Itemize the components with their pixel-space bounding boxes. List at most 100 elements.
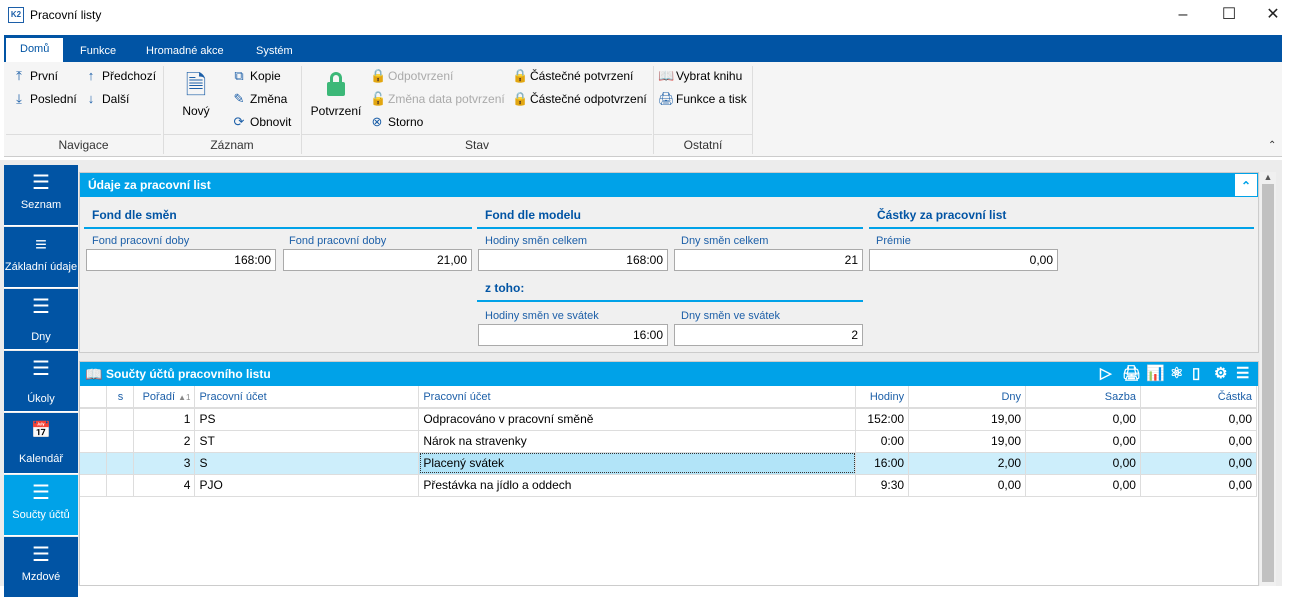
row-indicator[interactable] (80, 474, 108, 497)
header-sazba[interactable]: Sazba (1025, 386, 1141, 409)
cell-ucet-code[interactable]: PJO (194, 474, 420, 497)
row-indicator[interactable] (80, 430, 108, 453)
first-button[interactable]: ⤒ První (12, 68, 58, 84)
close-button[interactable]: ✕ (1266, 6, 1280, 23)
cell-castka[interactable]: 0,00 (1140, 452, 1258, 475)
cell-ucet-name[interactable]: Odpracováno v pracovní směně (418, 408, 857, 431)
cell-ucet-code[interactable]: ST (194, 430, 420, 453)
new-button[interactable]: 🗎 Nový (172, 70, 220, 118)
cell-sazba[interactable]: 0,00 (1025, 474, 1141, 497)
header-dny[interactable]: Dny (908, 386, 1027, 409)
play-icon[interactable]: ▷ (1100, 365, 1112, 382)
tab-hromadne-akce[interactable]: Hromadné akce (146, 45, 224, 57)
tab-domu[interactable]: Domů (6, 38, 64, 62)
cell-dny[interactable]: 0,00 (908, 474, 1027, 497)
cell-s[interactable] (106, 474, 135, 497)
tab-system[interactable]: Systém (256, 45, 293, 57)
sidebar-item-ukoly[interactable]: ☰ Úkoly (4, 351, 78, 412)
sidebar-item-kalendar[interactable]: 📅 Kalendář (4, 413, 78, 474)
last-button[interactable]: ⤓ Poslední (12, 91, 77, 107)
cell-hodiny[interactable]: 16:00 (855, 452, 910, 475)
cell-s[interactable] (106, 452, 135, 475)
header-pracovni-ucet-code[interactable]: Pracovní účet (194, 386, 420, 409)
cell-dny[interactable]: 19,00 (908, 430, 1027, 453)
cell-hodiny[interactable]: 152:00 (855, 408, 910, 431)
row-indicator[interactable] (80, 408, 108, 431)
cell-hodiny[interactable]: 9:30 (855, 474, 910, 497)
maximize-button[interactable]: ☐ (1221, 6, 1237, 23)
chart-icon[interactable]: 📊 (1146, 365, 1165, 382)
functions-print-button[interactable]: 🖨 Funkce a tisk (658, 91, 747, 107)
cell-poradi[interactable]: 1 (133, 408, 196, 431)
table-row[interactable]: 3 S Placený svátek 16:00 2,00 0,00 0,00 (80, 452, 1258, 475)
columns-icon[interactable]: ▯ (1192, 365, 1201, 382)
cell-poradi[interactable]: 2 (133, 430, 196, 453)
cell-castka[interactable]: 0,00 (1140, 430, 1258, 453)
cell-sazba[interactable]: 0,00 (1025, 408, 1141, 431)
cell-poradi[interactable]: 4 (133, 474, 196, 497)
header-pracovni-ucet-name[interactable]: Pracovní účet (418, 386, 857, 409)
partial-confirm-button[interactable]: 🔒 Částečné potvrzení (512, 68, 633, 84)
filter-icon[interactable]: ⚛ (1170, 365, 1184, 382)
cell-castka[interactable]: 0,00 (1140, 474, 1258, 497)
sidebar-item-dny[interactable]: ☰ Dny (4, 289, 78, 350)
dny-smen-celkem-field[interactable]: 21 (674, 249, 863, 271)
partial-unconfirm-button[interactable]: 🔒 Částečné odpotvrzení (512, 91, 647, 107)
sidebar-item-mzdove[interactable]: ☰ Mzdové (4, 537, 78, 598)
sidebar-item-soucty-uctu[interactable]: ☰ Součty účtů (4, 475, 78, 536)
hodiny-smen-celkem-field[interactable]: 168:00 (478, 249, 668, 271)
cell-ucet-name[interactable]: Placený svátek (418, 452, 857, 475)
cell-ucet-name[interactable]: Nárok na stravenky (418, 430, 857, 453)
vertical-scrollbar[interactable]: ▲ (1260, 172, 1276, 586)
refresh-button[interactable]: ⟳ Obnovit (232, 114, 292, 130)
storno-button[interactable]: ⊗ Storno (370, 114, 424, 130)
header-hodiny[interactable]: Hodiny (855, 386, 910, 409)
menu-icon[interactable]: ☰ (1236, 365, 1250, 382)
sidebar-item-zakladni-udaje[interactable]: ≡ Základní údaje (4, 227, 78, 288)
printer-icon: 🖨 (658, 91, 675, 106)
header-s[interactable]: s (106, 386, 135, 409)
printer-icon[interactable]: 🖨 (1122, 365, 1142, 382)
cell-sazba[interactable]: 0,00 (1025, 452, 1141, 475)
table-row[interactable]: 2 ST Nárok na stravenky 0:00 19,00 0,00 0,00 (80, 430, 1258, 453)
tab-funkce[interactable]: Funkce (80, 45, 117, 57)
outer-scrollbar[interactable] (1282, 35, 1296, 586)
scroll-up-icon[interactable]: ▲ (1263, 172, 1273, 182)
select-book-button[interactable]: 📖 Vybrat knihu (658, 68, 742, 84)
row-indicator[interactable] (80, 452, 108, 475)
cell-dny[interactable]: 2,00 (908, 452, 1027, 475)
cell-s[interactable] (106, 430, 135, 453)
fond-pracovni-doby-days-field[interactable]: 21,00 (283, 249, 472, 271)
cell-ucet-code[interactable]: S (194, 452, 420, 475)
table-header-row: s Pořadí ▲1 Pracovní účet Pracovní účet … (80, 386, 1258, 409)
next-button[interactable]: ↓ Další (84, 91, 130, 106)
cell-castka[interactable]: 0,00 (1140, 408, 1258, 431)
unconfirm-button[interactable]: 🔒 Odpotvrzení (370, 68, 453, 84)
header-castka[interactable]: Částka (1140, 386, 1258, 409)
cell-dny[interactable]: 19,00 (908, 408, 1027, 431)
confirm-button[interactable]: Potvrzení (306, 72, 366, 118)
dny-smen-ve-svatek-field[interactable]: 2 (674, 324, 863, 346)
change-confirm-date-button[interactable]: 🔓 Změna data potvrzení (370, 91, 505, 107)
table-row[interactable]: 1 PS Odpracováno v pracovní směně 152:00 19,… (80, 408, 1258, 431)
cell-poradi[interactable]: 3 (133, 452, 196, 475)
sidebar-item-seznam[interactable]: ☰ Seznam (4, 165, 78, 226)
edit-button[interactable]: ✎ Změna (232, 91, 288, 107)
cell-ucet-name[interactable]: Přestávka na jídlo a oddech (418, 474, 857, 497)
cell-sazba[interactable]: 0,00 (1025, 430, 1141, 453)
cell-s[interactable] (106, 408, 135, 431)
hodiny-smen-ve-svatek-field[interactable]: 16:00 (478, 324, 668, 346)
header-poradi[interactable]: Pořadí ▲1 (133, 386, 196, 409)
table-row[interactable]: 4 PJO Přestávka na jídlo a oddech 9:30 0,00 0… (80, 474, 1258, 497)
cell-ucet-code[interactable]: PS (194, 408, 420, 431)
fond-pracovni-doby-hours-field[interactable]: 168:00 (86, 249, 276, 271)
collapse-ribbon-icon[interactable]: ⌃ (1268, 140, 1277, 151)
collapse-panel-icon[interactable]: ⌃ (1234, 173, 1258, 197)
minimize-button[interactable]: – (1178, 6, 1188, 23)
gear-icon[interactable]: ⚙ (1214, 365, 1228, 382)
premie-field[interactable]: 0,00 (869, 249, 1058, 271)
cell-hodiny[interactable]: 0:00 (855, 430, 910, 453)
scrollbar-thumb[interactable] (1262, 184, 1274, 582)
copy-button[interactable]: ⧉ Kopie (232, 68, 280, 84)
previous-button[interactable]: ↑ Předchozí (84, 68, 156, 83)
